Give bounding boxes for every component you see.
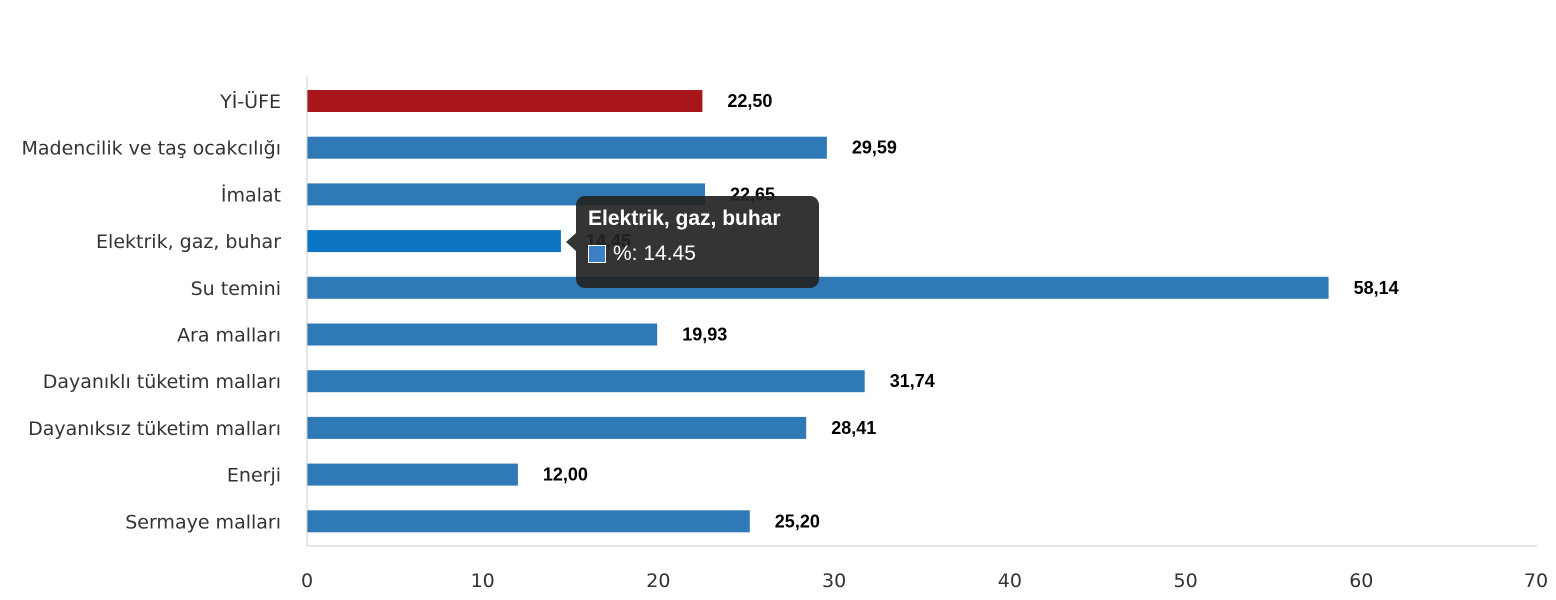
category-label-1: Madencilik ve taş ocakcılığı [22, 138, 282, 160]
bar-6[interactable] [307, 370, 865, 393]
value-label-1: 29,59 [852, 138, 897, 158]
x-tick-label-5: 50 [1174, 570, 1198, 592]
value-labels: 22,5029,5922,6514,4558,1419,9331,7428,41… [543, 91, 1399, 531]
category-label-5: Ara malları [177, 325, 281, 347]
category-label-8: Enerji [227, 465, 281, 487]
category-label-3: Elektrik, gaz, buhar [96, 231, 281, 253]
bar-4[interactable] [307, 276, 1329, 299]
x-tick-label-1: 10 [471, 570, 495, 592]
x-tick-label-3: 30 [822, 570, 846, 592]
bar-9[interactable] [307, 510, 750, 533]
category-label-0: Yİ-ÜFE [219, 90, 281, 113]
bar-8[interactable] [307, 463, 518, 486]
value-label-6: 31,74 [890, 371, 935, 391]
x-axis-ticks: 0 10 20 30 40 50 60 70 [301, 570, 1548, 592]
x-tick-label-7: 70 [1524, 570, 1548, 592]
category-label-7: Dayanıksız tüketim malları [28, 418, 281, 440]
category-label-9: Sermaye malları [125, 511, 281, 533]
category-label-2: İmalat [221, 183, 281, 206]
value-label-4: 58,14 [1354, 278, 1399, 298]
value-label-7: 28,41 [831, 418, 876, 438]
tooltip-series-swatch [588, 245, 606, 263]
tooltip-title: Elektrik, gaz, buhar [588, 207, 781, 230]
bar-0[interactable] [307, 90, 703, 112]
x-tick-label-0: 0 [301, 570, 313, 592]
value-label-5: 19,93 [682, 325, 727, 345]
category-label-4: Su temini [191, 278, 281, 300]
value-label-0: 22,50 [727, 91, 772, 111]
bar-7[interactable] [307, 416, 807, 439]
tooltip-value-row: %: 14.45 [588, 242, 807, 266]
category-labels: Yİ-ÜFE Madencilik ve taş ocakcılığı İmalat… [22, 90, 282, 533]
tooltip-value: %: 14.45 [613, 242, 696, 265]
bars-group [307, 90, 1329, 533]
x-tick-label-4: 40 [998, 570, 1022, 592]
bar-1[interactable] [307, 136, 827, 159]
x-tick-label-6: 60 [1349, 570, 1373, 592]
x-tick-label-2: 20 [646, 570, 670, 592]
value-label-9: 25,20 [775, 511, 820, 531]
bar-5[interactable] [307, 323, 658, 346]
bar-3[interactable] [307, 230, 561, 253]
category-label-6: Dayanıklı tüketim malları [43, 371, 281, 393]
value-label-8: 12,00 [543, 465, 588, 485]
chart-tooltip: Elektrik, gaz, buhar %: 14.45 [566, 196, 819, 288]
